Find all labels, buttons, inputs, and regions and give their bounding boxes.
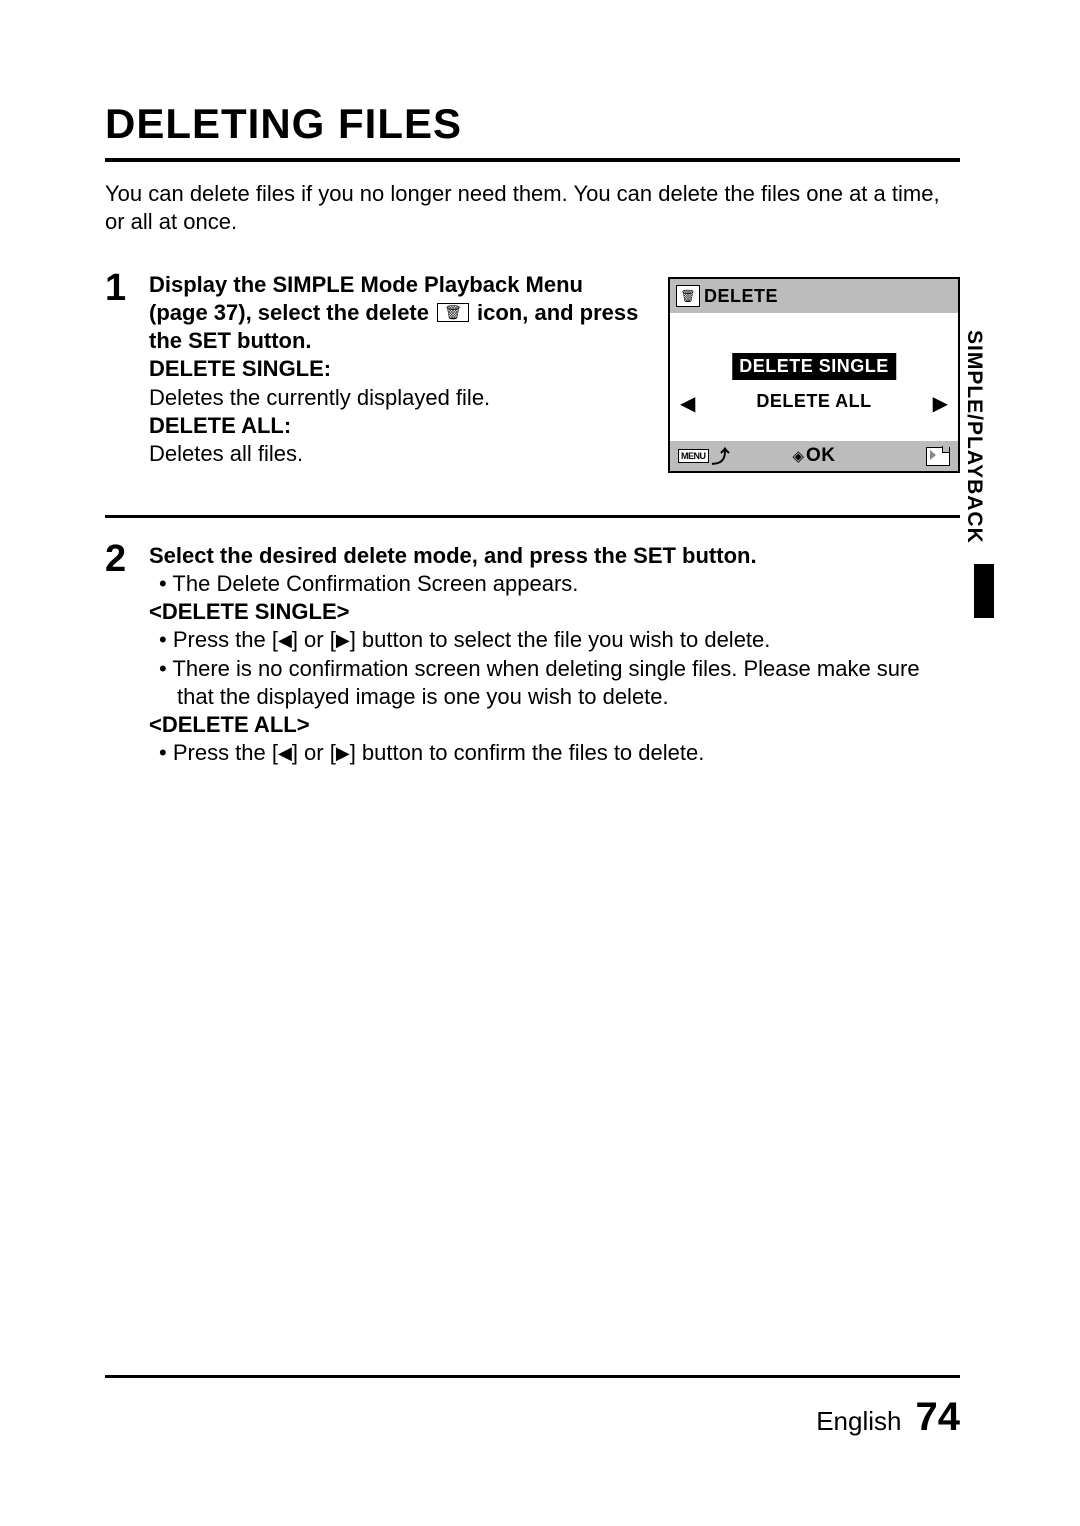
txt: ] button to select the file you wish to … bbox=[350, 627, 771, 652]
lcd-right-arrow-icon: ▶ bbox=[933, 391, 948, 416]
step-list: 1 Display the SIMPLE Mode Playback Menu … bbox=[105, 271, 960, 767]
step-1-text: Display the SIMPLE Mode Playback Menu (p… bbox=[149, 271, 644, 473]
left-arrow-icon: ◀ bbox=[278, 630, 292, 650]
lcd-left-arrow-icon: ◀ bbox=[680, 391, 695, 416]
right-arrow-icon: ▶ bbox=[336, 743, 350, 763]
txt: ] or [ bbox=[292, 627, 336, 652]
txt: Press the [ bbox=[173, 627, 278, 652]
delete-all-label: DELETE ALL: bbox=[149, 412, 644, 440]
lcd-footer: MENU ⤴ ◈ OK bbox=[670, 441, 958, 471]
step-2-text: Select the desired delete mode, and pres… bbox=[149, 542, 960, 767]
step2-hdr-single: <DELETE SINGLE> bbox=[149, 598, 960, 626]
intro-text: You can delete files if you no longer ne… bbox=[105, 180, 960, 235]
lcd-titlebar: 🗑 DELETE bbox=[670, 279, 958, 313]
step-number: 1 bbox=[105, 269, 149, 473]
step2-lead: Select the desired delete mode, and pres… bbox=[149, 542, 960, 570]
txt: ] or [ bbox=[292, 740, 336, 765]
lcd-return-icon: ⤴ bbox=[712, 443, 730, 469]
lcd-body: DELETE SINGLE DELETE ALL ◀ ▶ bbox=[670, 313, 958, 435]
step2-all-bullet1: Press the [◀] or [▶] button to confirm t… bbox=[149, 739, 960, 767]
step-number: 2 bbox=[105, 540, 149, 767]
lcd-card-group bbox=[926, 447, 950, 466]
lcd-menu-group: MENU ⤴ bbox=[678, 443, 730, 469]
lcd-ok-icon: ◈ bbox=[792, 447, 804, 465]
txt: Press the [ bbox=[173, 740, 278, 765]
trash-icon: 🗑 bbox=[437, 303, 469, 322]
step-2: 2 Select the desired delete mode, and pr… bbox=[105, 542, 960, 767]
page-footer: English 74 bbox=[816, 1395, 960, 1440]
section-tab: SIMPLE/PLAYBACK bbox=[962, 330, 986, 544]
lcd-ok-label: OK bbox=[806, 445, 836, 467]
lcd-option-other: DELETE ALL bbox=[756, 391, 871, 412]
txt: ] button to confirm the files to delete. bbox=[350, 740, 705, 765]
lcd-title: DELETE bbox=[704, 286, 778, 307]
delete-single-label: DELETE SINGLE: bbox=[149, 355, 644, 383]
lcd-option-selected: DELETE SINGLE bbox=[732, 353, 896, 380]
step-1: 1 Display the SIMPLE Mode Playback Menu … bbox=[105, 271, 960, 473]
thumb-index-bar bbox=[974, 564, 994, 618]
page-title: DELETING FILES bbox=[105, 100, 960, 148]
left-arrow-icon: ◀ bbox=[278, 743, 292, 763]
lcd-screen-diagram: 🗑 DELETE DELETE SINGLE DELETE ALL ◀ ▶ ME… bbox=[668, 277, 960, 473]
step2-single-bullet1: Press the [◀] or [▶] button to select th… bbox=[149, 626, 960, 654]
delete-single-desc: Deletes the currently displayed file. bbox=[149, 384, 644, 412]
step-separator bbox=[105, 515, 960, 518]
footer-page-number: 74 bbox=[916, 1395, 961, 1440]
lcd-ok-group: ◈ OK bbox=[792, 445, 835, 467]
footer-language: English bbox=[816, 1406, 901, 1437]
step2-bullet-intro: The Delete Confirmation Screen appears. bbox=[149, 570, 960, 598]
step2-hdr-all: <DELETE ALL> bbox=[149, 711, 960, 739]
lcd-card-icon bbox=[926, 447, 950, 466]
manual-page: DELETING FILES You can delete files if y… bbox=[0, 0, 1080, 1526]
right-arrow-icon: ▶ bbox=[336, 630, 350, 650]
footer-rule bbox=[105, 1375, 960, 1378]
delete-all-desc: Deletes all files. bbox=[149, 440, 644, 468]
lcd-menu-label: MENU bbox=[678, 449, 709, 463]
lcd-trash-icon: 🗑 bbox=[676, 285, 700, 307]
title-rule bbox=[105, 158, 960, 162]
step2-single-bullet2: There is no confirmation screen when del… bbox=[149, 655, 960, 711]
